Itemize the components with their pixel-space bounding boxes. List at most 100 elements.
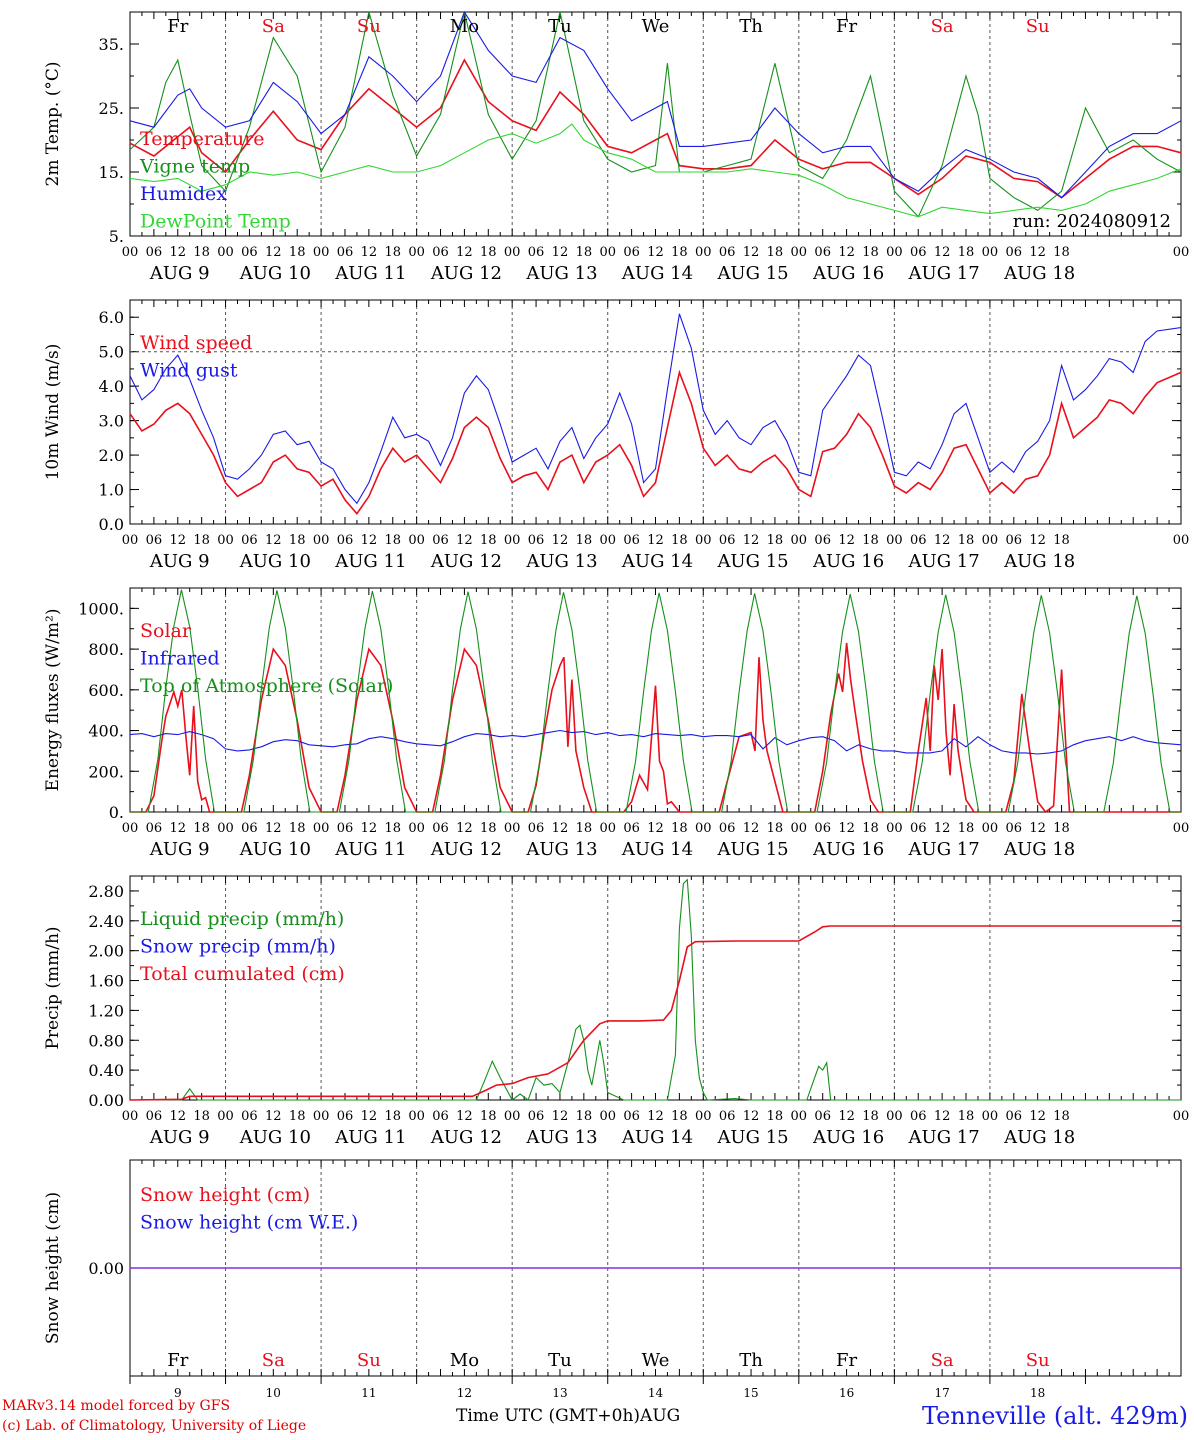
hour-label: 12 [1029,821,1046,836]
weekday-label: Fr [836,16,857,37]
hour-label: 12 [552,821,569,836]
hour-label: 18 [576,533,593,548]
hour-label: 00 [504,821,521,836]
hour-label: 06 [814,1109,831,1124]
hour-label: 12 [552,1109,569,1124]
hour-label: 12 [361,245,378,260]
hour-label: 18 [1053,245,1070,260]
hour-label: 12 [265,821,282,836]
hour-label: 00 [982,533,999,548]
y-tick-label: 1000. [78,599,124,618]
y-tick-label: 5. [109,227,124,246]
hour-label: 00 [217,1109,234,1124]
hour-label: 00 [982,1109,999,1124]
hour-label: 18 [767,245,784,260]
hour-label: 18 [958,1109,975,1124]
hour-label: 12 [838,245,855,260]
y-tick-label: 0.00 [88,1091,124,1110]
hour-label: 00 [791,1109,808,1124]
hour-label: 12 [647,245,664,260]
weekday-label: Tu [548,1350,572,1371]
legend-entry: Snow height (cm W.E.) [140,1212,358,1234]
hour-label: 06 [623,821,640,836]
hour-label: 00 [599,245,616,260]
date-label: AUG 13 [525,263,597,284]
hour-label: 18 [1053,821,1070,836]
weekday-label: Sa [931,16,954,37]
y-tick-label: 0.0 [99,515,124,534]
station-label: Tenneville (alt. 429m) [921,1402,1188,1430]
y-tick-label: 15. [99,163,124,182]
hour-label: 06 [528,1109,545,1124]
hour-label: 12 [361,1109,378,1124]
hour-label: 18 [384,533,401,548]
hour-label: 18 [671,821,688,836]
hour-label: 00 [504,245,521,260]
weekday-label: Th [739,1350,763,1371]
hour-label: 00 [886,245,903,260]
weekday-label: Fr [836,1350,857,1371]
y-tick-label: 2.0 [99,446,124,465]
y-axis-label: 10m Wind (m/s) [43,344,63,481]
hour-label: 00 [599,821,616,836]
y-tick-label: 2.80 [88,882,124,901]
hour-label: 00 [313,821,330,836]
lab-credit: (c) Lab. of Climatology, University of L… [2,1418,307,1434]
hour-label: 06 [623,1109,640,1124]
hour-label: 12 [265,245,282,260]
legend-entry: Infrared [140,648,220,670]
y-axis-label: 2m Temp. (°C) [43,61,63,186]
hour-label: 06 [1006,533,1023,548]
hour-label: 12 [265,1109,282,1124]
y-tick-label: 1.60 [88,972,124,991]
date-label: AUG 15 [716,1127,788,1148]
date-label: AUG 15 [716,839,788,860]
date-label: AUG 14 [621,839,693,860]
hour-label: 18 [958,533,975,548]
date-label: AUG 11 [334,551,406,572]
weekday-label: Su [1026,1350,1050,1371]
day-number: 10 [266,1386,281,1400]
hour-label: 06 [432,1109,449,1124]
legend-entry: Snow precip (mm/h) [140,936,336,958]
hour-label: 18 [193,1109,210,1124]
hour-label: 00 [408,821,425,836]
hour-label: 06 [719,1109,736,1124]
hour-label: 00 [695,245,712,260]
weekday-label: We [642,16,670,37]
date-label: AUG 11 [334,263,406,284]
weekday-label: Tu [548,16,572,37]
hour-label: 06 [719,533,736,548]
panel-frame [129,299,1182,525]
hour-label: 18 [1053,533,1070,548]
hour-label: 12 [169,533,186,548]
legend-entry: Wind gust [140,360,238,382]
hour-label: 00 [122,245,139,260]
hour-label: 12 [934,821,951,836]
hour-label: 18 [289,1109,306,1124]
date-label: AUG 18 [1003,1127,1075,1148]
hour-label: 00 [886,1109,903,1124]
time-axis-title: Time UTC (GMT+0h)AUG [456,1406,680,1426]
hour-label: 06 [910,245,927,260]
hour-label: 18 [671,1109,688,1124]
hour-label: 18 [671,533,688,548]
hour-label: 06 [241,821,258,836]
date-label: AUG 14 [621,1127,693,1148]
date-label: AUG 9 [149,839,210,860]
weekday-label: Su [1026,16,1050,37]
hour-label: 06 [528,245,545,260]
y-tick-label: 0.40 [88,1061,124,1080]
hour-label: 06 [432,533,449,548]
weekday-label: Fr [167,1350,188,1371]
date-label: AUG 14 [621,551,693,572]
y-tick-label: 200. [88,762,124,781]
y-axis-label: Energy fluxes (W/m²) [43,609,63,792]
hour-label: 00 [791,245,808,260]
day-number: 14 [648,1386,664,1400]
hour-label: 00 [217,245,234,260]
series-line-wind-gust [129,313,1182,505]
hour-label: 12 [552,533,569,548]
date-label: AUG 14 [621,263,693,284]
hour-label: 18 [862,245,879,260]
